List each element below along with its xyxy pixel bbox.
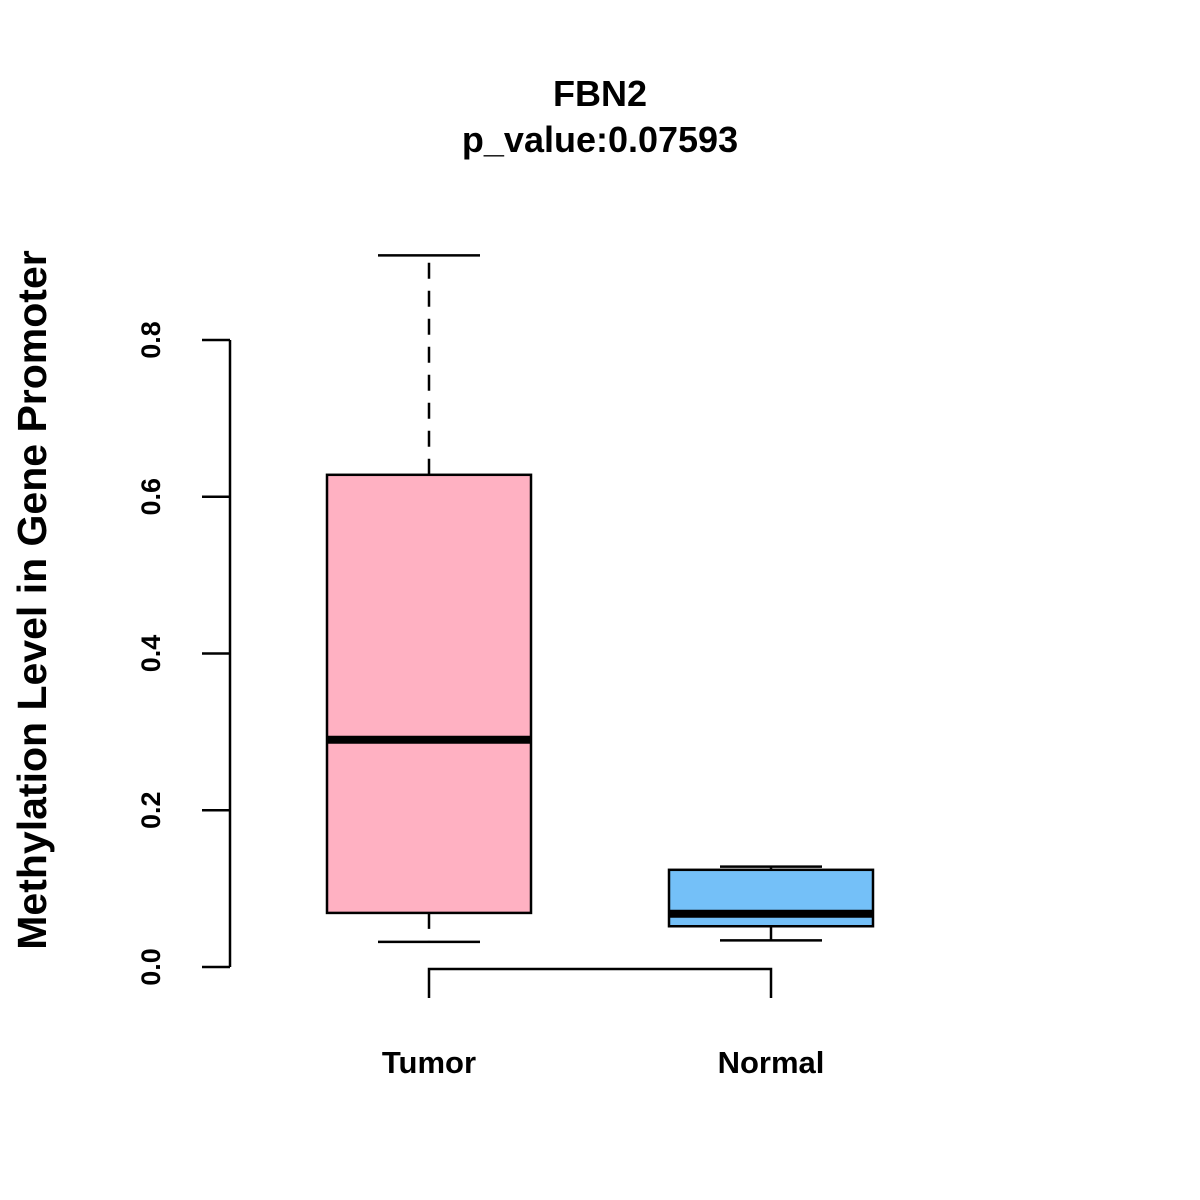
y-tick-label: 0.6	[136, 478, 166, 516]
box-rect	[325, 473, 533, 915]
boxes	[325, 254, 875, 944]
comparison-bracket	[427, 967, 773, 998]
y-tick-label: 0.8	[136, 321, 166, 359]
category-label-normal: Normal	[718, 1045, 825, 1080]
box-tumor	[325, 254, 533, 944]
chart-title: FBN2	[553, 73, 647, 114]
bracket-line	[427, 967, 773, 998]
category-labels: Tumor Normal	[382, 1045, 824, 1080]
box-normal	[667, 865, 875, 942]
category-label-tumor: Tumor	[382, 1045, 476, 1080]
box-rect	[667, 868, 875, 928]
y-tick-label: 0.0	[136, 948, 166, 986]
y-tick-label: 0.4	[136, 635, 166, 673]
y-axis: 0.0 0.2 0.4 0.6 0.8	[136, 321, 232, 986]
chart-subtitle: p_value:0.07593	[462, 119, 738, 160]
y-tick-label: 0.2	[136, 791, 166, 829]
y-axis-label: Methylation Level in Gene Promoter	[9, 250, 55, 949]
